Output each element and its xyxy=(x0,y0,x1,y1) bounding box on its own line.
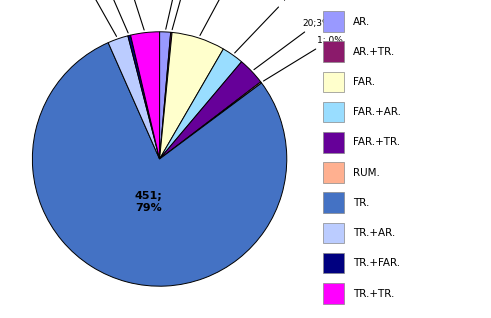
Bar xyxy=(323,223,344,243)
Wedge shape xyxy=(128,35,160,159)
Bar xyxy=(323,102,344,122)
Text: 2; 0%: 2; 0% xyxy=(87,0,128,33)
Wedge shape xyxy=(160,32,171,159)
Text: TR.: TR. xyxy=(353,198,370,208)
Text: 8; 1%: 8; 1% xyxy=(166,0,194,29)
Bar xyxy=(323,253,344,273)
Text: 39;7%: 39;7% xyxy=(200,0,249,36)
Wedge shape xyxy=(160,82,262,159)
Bar xyxy=(323,41,344,62)
Text: FAR.: FAR. xyxy=(353,77,375,87)
Wedge shape xyxy=(160,62,261,159)
Text: TR.+AR.: TR.+AR. xyxy=(353,228,395,238)
Bar xyxy=(323,162,344,183)
Text: 20;3%: 20;3% xyxy=(254,18,331,70)
Wedge shape xyxy=(160,32,172,159)
Text: AR.: AR. xyxy=(353,17,370,27)
Bar xyxy=(323,132,344,153)
Text: TR.+FAR.: TR.+FAR. xyxy=(353,258,400,268)
Bar xyxy=(323,11,344,32)
Text: 16;3%: 16;3% xyxy=(235,0,302,53)
Bar xyxy=(323,72,344,92)
Text: RUM.: RUM. xyxy=(353,168,380,178)
Text: 21;4%: 21;4% xyxy=(109,0,144,30)
Text: 1; 0%: 1; 0% xyxy=(264,36,343,81)
Wedge shape xyxy=(131,32,160,159)
Text: 1; 0%: 1; 0% xyxy=(172,0,204,30)
Wedge shape xyxy=(108,36,160,159)
Text: TR.+TR.: TR.+TR. xyxy=(353,288,394,299)
Text: FAR.+AR.: FAR.+AR. xyxy=(353,107,401,117)
Wedge shape xyxy=(160,32,223,159)
Text: 451;
79%: 451; 79% xyxy=(135,191,162,213)
Bar xyxy=(323,192,344,213)
Bar xyxy=(323,283,344,304)
Wedge shape xyxy=(32,43,287,286)
Text: 15;3%: 15;3% xyxy=(66,0,116,36)
Text: FAR.+TR.: FAR.+TR. xyxy=(353,137,400,148)
Wedge shape xyxy=(160,49,242,159)
Text: AR.+TR.: AR.+TR. xyxy=(353,47,395,57)
